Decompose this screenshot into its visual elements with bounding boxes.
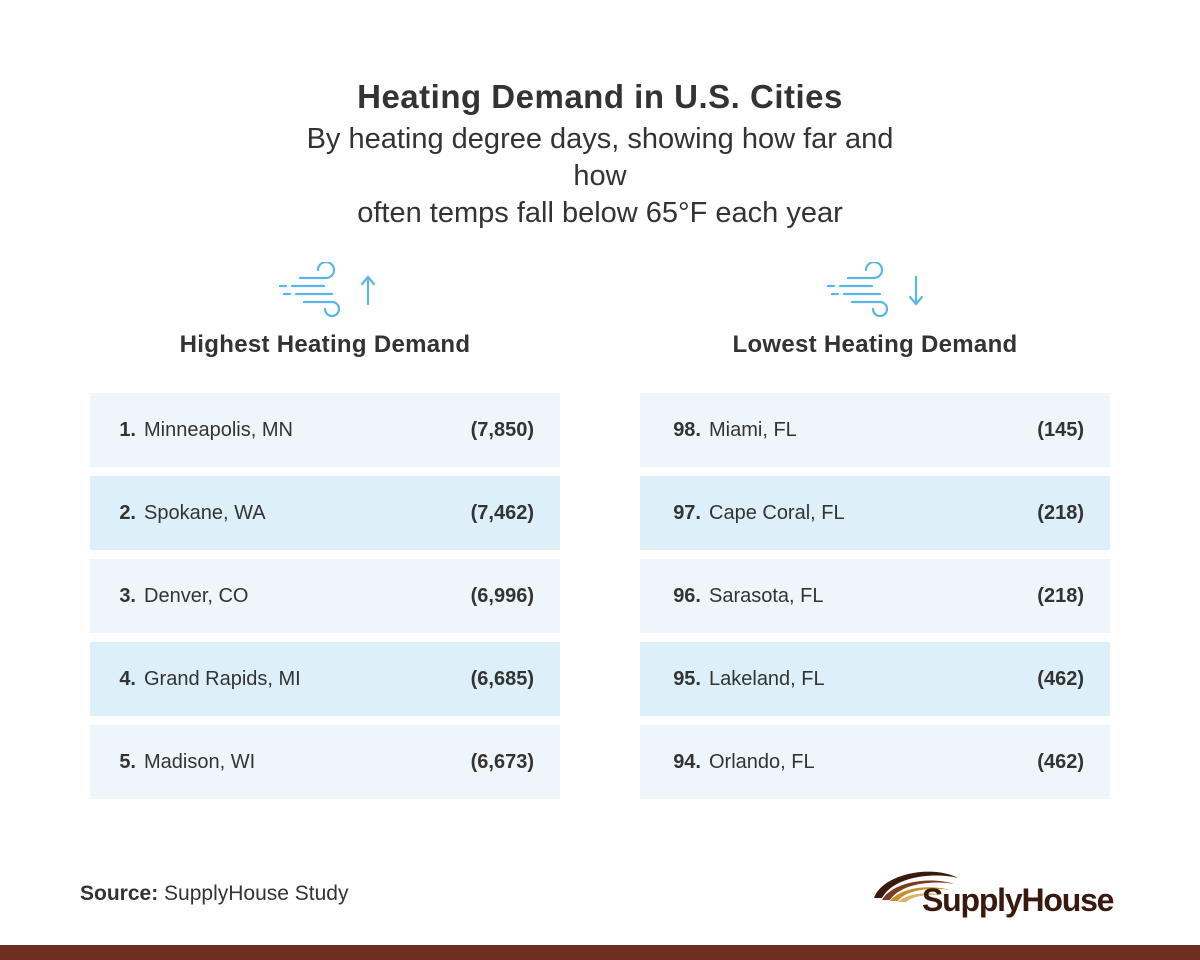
city-name: Miami, FL	[709, 418, 797, 441]
list-item: 4. Grand Rapids, MI (6,685)	[90, 642, 560, 716]
rank: 94.	[673, 750, 701, 773]
list-item: 3. Denver, CO (6,996)	[90, 559, 560, 633]
degree-days-value: (462)	[1037, 667, 1084, 690]
highest-heading: Highest Heating Demand	[179, 331, 471, 358]
degree-days-value: (145)	[1037, 418, 1084, 441]
list-item: 5. Madison, WI (6,673)	[90, 725, 560, 799]
supplyhouse-logo: SupplyHouse	[872, 868, 1132, 924]
list-item: 95. Lakeland, FL (462)	[640, 642, 1110, 716]
city-name: Orlando, FL	[709, 750, 815, 773]
rank: 5.	[119, 750, 136, 773]
city-name: Cape Coral, FL	[709, 501, 845, 524]
highest-icon-wrap	[90, 262, 560, 318]
city-name: Lakeland, FL	[709, 667, 825, 690]
rank: 1.	[119, 418, 136, 441]
wind-arrow-down-icon	[826, 262, 924, 318]
footer-bar	[0, 945, 1200, 960]
degree-days-value: (7,462)	[470, 501, 534, 524]
list-item: 94. Orlando, FL (462)	[640, 725, 1110, 799]
degree-days-value: (218)	[1037, 501, 1084, 524]
source-note: Source: SupplyHouse Study	[80, 882, 348, 906]
rank: 3.	[119, 584, 136, 607]
city-name: Minneapolis, MN	[144, 418, 293, 441]
rank: 2.	[119, 501, 136, 524]
list-item: 2. Spokane, WA (7,462)	[90, 476, 560, 550]
swoosh-logo-icon	[874, 871, 958, 902]
rank: 4.	[119, 667, 136, 690]
rank: 96.	[673, 584, 701, 607]
city-name: Spokane, WA	[144, 501, 266, 524]
wind-arrow-up-icon	[278, 262, 376, 318]
list-item: 1. Minneapolis, MN (7,850)	[90, 393, 560, 467]
city-name: Sarasota, FL	[709, 584, 824, 607]
list-item: 96. Sarasota, FL (218)	[640, 559, 1110, 633]
subtitle-line-1: By heating degree days, showing how far …	[306, 123, 894, 192]
degree-days-value: (6,996)	[470, 584, 534, 607]
degree-days-value: (6,685)	[470, 667, 534, 690]
lowest-icon-wrap	[640, 262, 1110, 318]
rank: 97.	[673, 501, 701, 524]
subtitle-line-2: often temps fall below 65°F each year	[357, 197, 843, 229]
degree-days-value: (6,673)	[470, 750, 534, 773]
list-item: 97. Cape Coral, FL (218)	[640, 476, 1110, 550]
degree-days-value: (7,850)	[470, 418, 534, 441]
source-text: SupplyHouse Study	[164, 882, 349, 905]
degree-days-value: (218)	[1037, 584, 1084, 607]
page-subtitle: By heating degree days, showing how far …	[300, 121, 900, 232]
page-title: Heating Demand in U.S. Cities	[357, 78, 843, 115]
source-label: Source:	[80, 882, 159, 905]
logo-wordmark: SupplyHouse	[922, 882, 1114, 918]
degree-days-value: (462)	[1037, 750, 1084, 773]
lowest-heading: Lowest Heating Demand	[732, 331, 1018, 358]
city-name: Madison, WI	[144, 750, 256, 773]
city-name: Grand Rapids, MI	[144, 667, 301, 690]
rank: 98.	[673, 418, 701, 441]
city-name: Denver, CO	[144, 584, 249, 607]
rank: 95.	[673, 667, 701, 690]
list-item: 98. Miami, FL (145)	[640, 393, 1110, 467]
